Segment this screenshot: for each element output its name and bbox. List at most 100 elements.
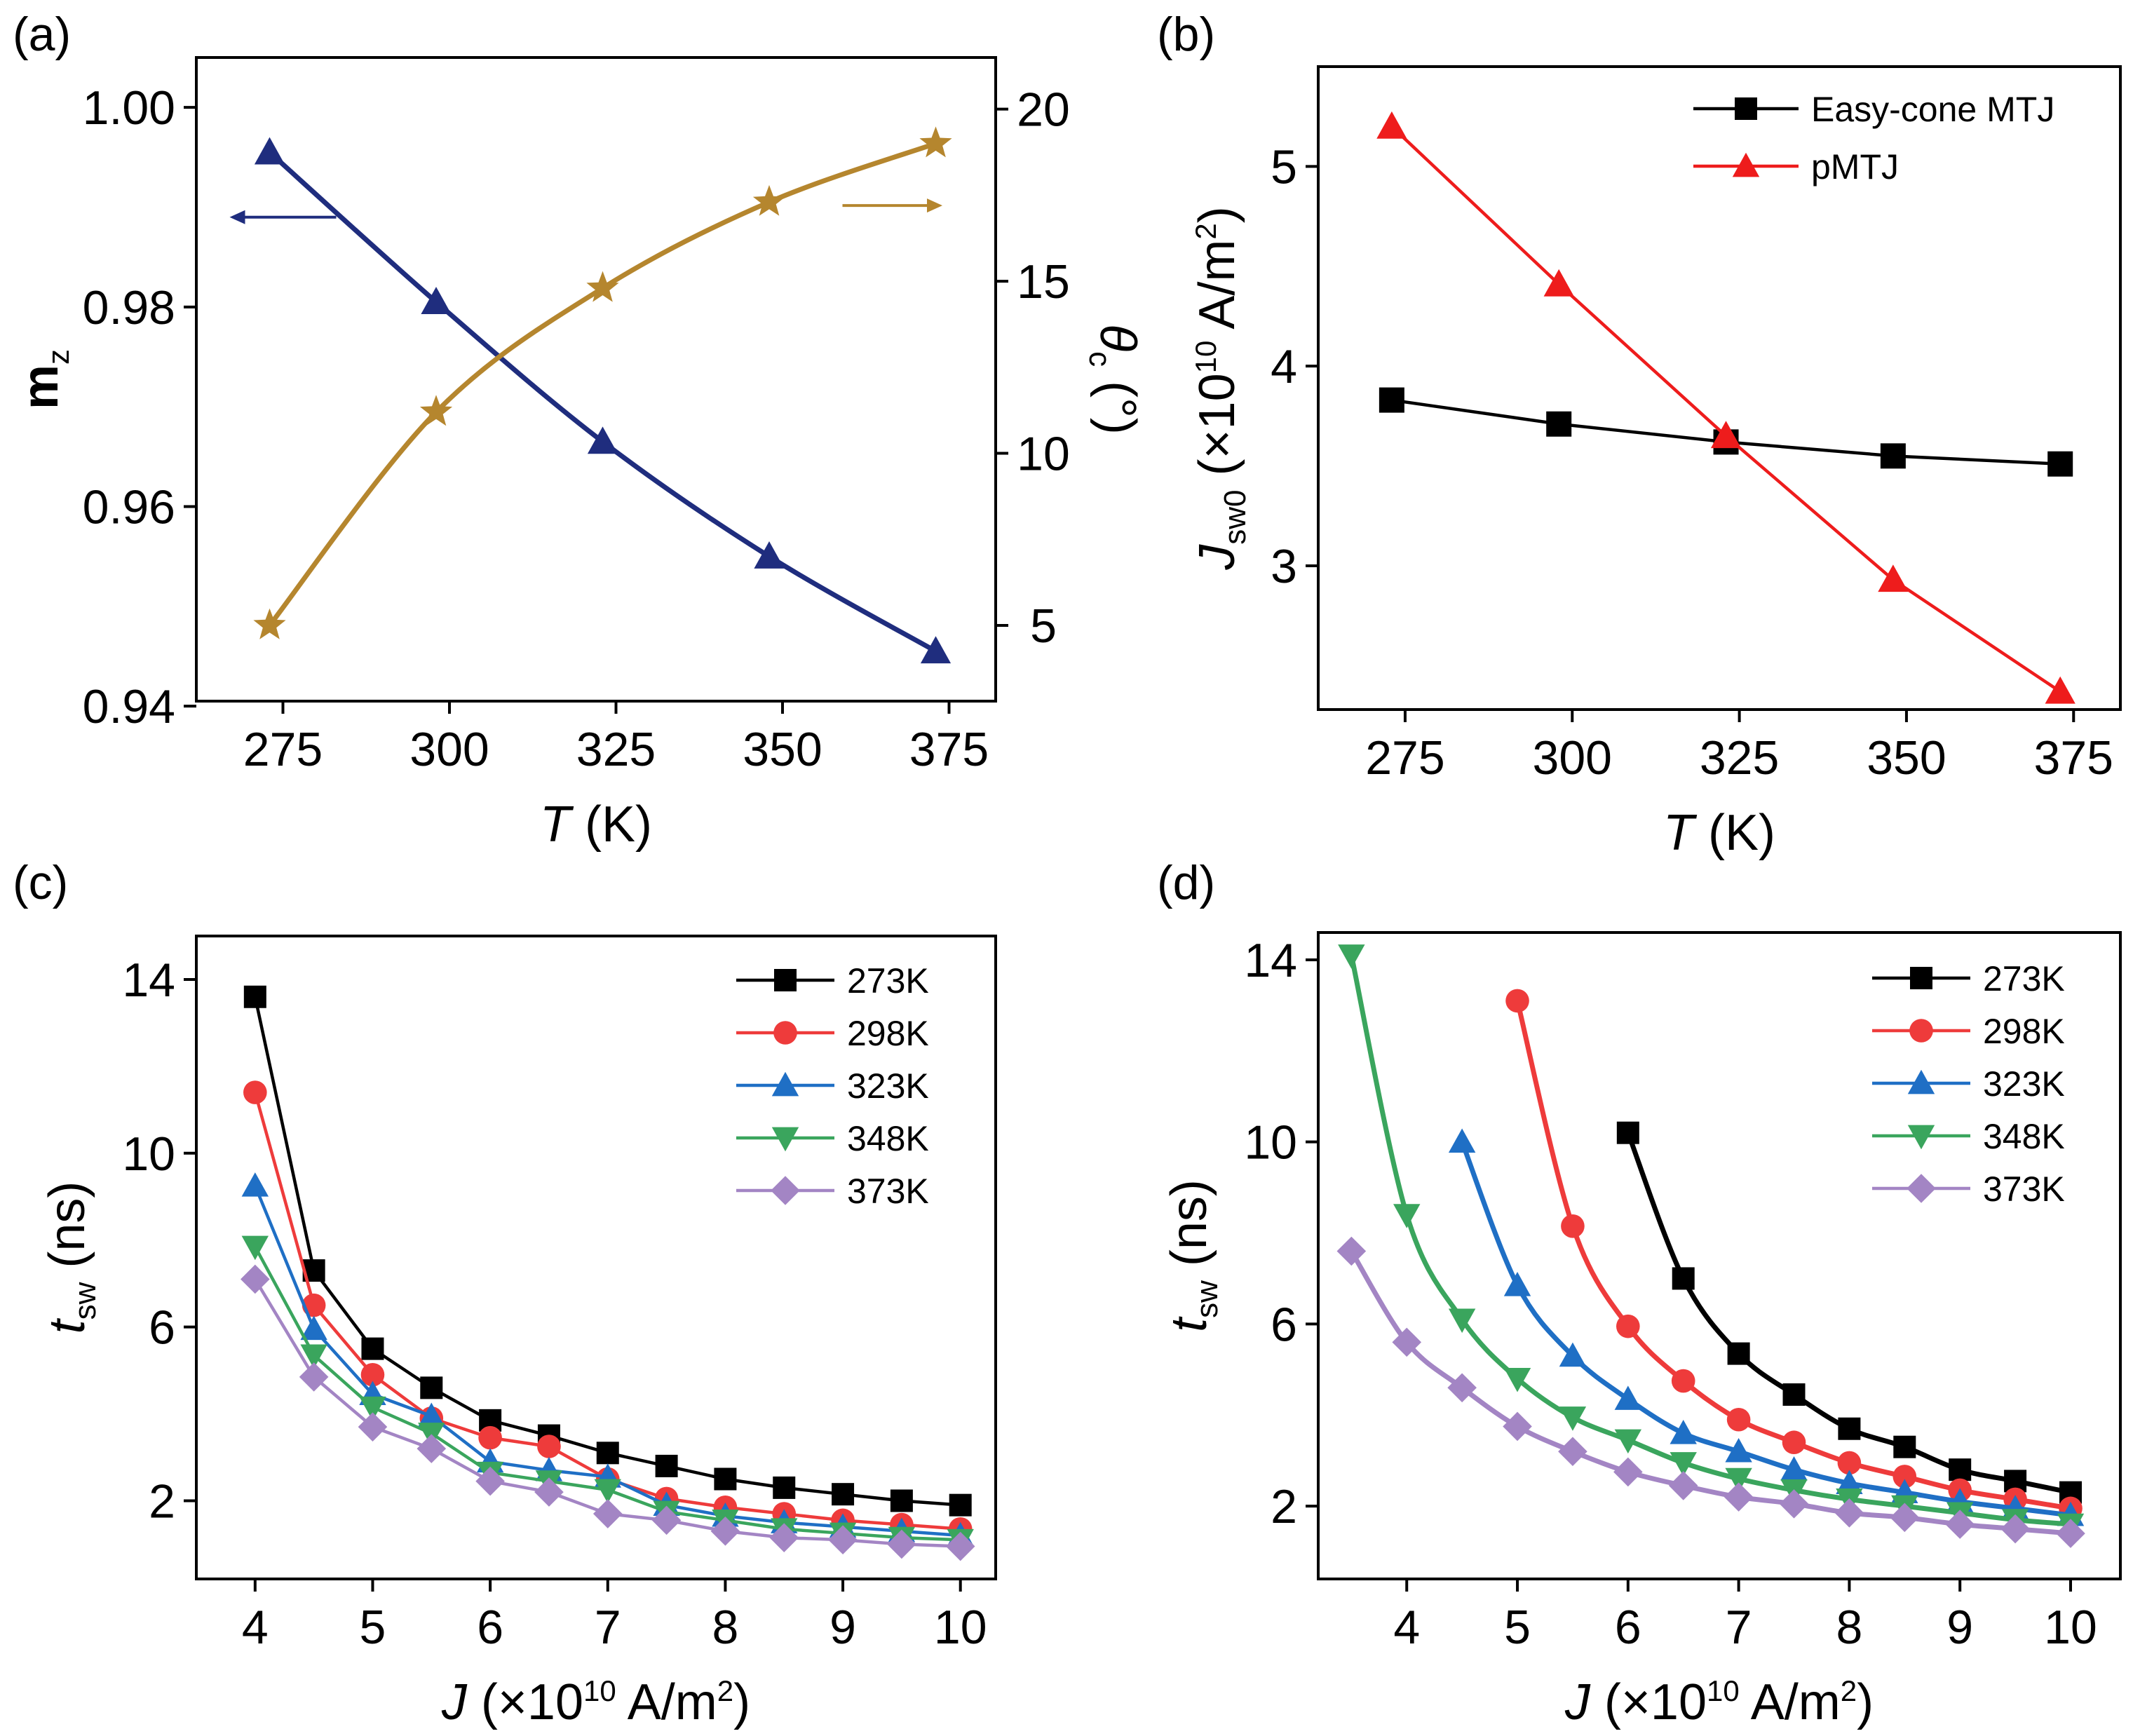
data-point bbox=[243, 1080, 267, 1104]
data-point bbox=[887, 1529, 916, 1559]
data-point bbox=[596, 1442, 619, 1465]
plot-frame bbox=[195, 935, 997, 1580]
data-point bbox=[1503, 1367, 1531, 1392]
y-tick-label: 10 bbox=[122, 1127, 175, 1181]
data-point bbox=[1779, 1489, 1809, 1519]
legend-label: 348K bbox=[847, 1119, 929, 1158]
series-mz bbox=[254, 137, 952, 664]
y-tick-label: 6 bbox=[149, 1301, 175, 1355]
y2-axis: 5 10 15 20 bbox=[996, 83, 1070, 653]
x-axis: 4 5 6 7 8 9 10 bbox=[1393, 1579, 2097, 1654]
x-tick-label: 8 bbox=[712, 1601, 738, 1654]
y-axis: 0.94 0.96 0.98 1.00 bbox=[83, 81, 196, 733]
panel-a: (a) 275 300 325 350 375 0.94 0.96 0.98 1.00 5 10 15 2… bbox=[13, 8, 1146, 853]
panel-label: (a) bbox=[13, 8, 71, 61]
legend-marker bbox=[773, 1021, 797, 1045]
data-point bbox=[1838, 1417, 1861, 1440]
series-line bbox=[1390, 125, 2061, 693]
data-point bbox=[1559, 1342, 1587, 1367]
data-point bbox=[1880, 443, 1906, 469]
y-tick-label: 14 bbox=[1244, 934, 1297, 987]
legend-entry: 373K bbox=[1872, 1169, 2065, 1209]
legend-marker bbox=[1732, 152, 1760, 177]
data-point bbox=[475, 1466, 505, 1496]
data-point bbox=[1379, 387, 1404, 413]
plot-area bbox=[1376, 111, 2076, 704]
y-axis: 3 4 5 bbox=[1271, 140, 1318, 593]
data-point bbox=[1892, 1465, 1917, 1489]
data-point bbox=[714, 1467, 737, 1491]
y2-tick-label: 10 bbox=[1017, 428, 1070, 481]
data-point bbox=[1559, 1406, 1587, 1431]
x-tick-label: 4 bbox=[242, 1601, 269, 1654]
data-point bbox=[1836, 1470, 1863, 1495]
legend-entry: 323K bbox=[736, 1066, 929, 1106]
y-tick-label: 5 bbox=[1271, 140, 1297, 194]
data-point bbox=[1448, 1128, 1476, 1153]
data-point bbox=[1837, 1451, 1862, 1475]
legend-marker bbox=[1909, 1019, 1933, 1043]
data-point bbox=[754, 541, 785, 569]
data-point bbox=[1616, 1314, 1640, 1338]
legend-marker bbox=[771, 1176, 800, 1205]
legend-entry: 298K bbox=[1872, 1012, 2065, 1051]
legend-marker bbox=[1910, 967, 1932, 989]
x-tick-label: 9 bbox=[830, 1601, 856, 1654]
data-point bbox=[1503, 1272, 1531, 1296]
x-tick-label: 375 bbox=[909, 723, 989, 776]
y-axis-label: Jsw0 (×1010 A/m2) bbox=[1189, 206, 1252, 570]
data-point bbox=[2045, 676, 2076, 704]
legend-entry: 323K bbox=[1872, 1064, 2065, 1104]
data-point bbox=[300, 1315, 327, 1341]
series-273k bbox=[243, 985, 972, 1517]
legend-entry: 273K bbox=[736, 961, 929, 1001]
y-axis: 2 6 10 14 bbox=[122, 954, 196, 1528]
legend: 273K 298K 323K 348K 373K bbox=[1872, 959, 2065, 1209]
data-point bbox=[773, 1476, 796, 1499]
series--c bbox=[253, 126, 952, 639]
data-point bbox=[241, 1264, 270, 1294]
legend-label: 298K bbox=[847, 1014, 929, 1053]
legend-marker bbox=[1907, 1125, 1935, 1150]
legend-entry: 348K bbox=[1872, 1117, 2065, 1156]
data-point bbox=[655, 1454, 678, 1477]
data-point bbox=[1671, 1369, 1695, 1393]
data-point bbox=[300, 1344, 327, 1369]
y-tick-label: 6 bbox=[1271, 1298, 1297, 1351]
legend-entry: pMTJ bbox=[1693, 147, 1899, 187]
data-point bbox=[587, 426, 618, 454]
legend-label: pMTJ bbox=[1811, 147, 1899, 187]
x-tick-label: 9 bbox=[1946, 1601, 1973, 1654]
data-point bbox=[299, 1362, 329, 1392]
plot-frame bbox=[1317, 65, 2122, 711]
x-tick-label: 350 bbox=[1867, 731, 1946, 785]
y-axis-label: tsw (ns) bbox=[1161, 1179, 1224, 1332]
data-point bbox=[1376, 111, 1407, 139]
x-tick-label: 6 bbox=[477, 1601, 503, 1654]
data-point bbox=[1672, 1267, 1695, 1290]
panel-b: (b) 275 300 325 350 375 3 4 5 T (K) Jsw0 (×1010 A/… bbox=[1157, 8, 2122, 861]
y-tick-label: 4 bbox=[1271, 340, 1297, 393]
x-tick-label: 275 bbox=[243, 723, 323, 776]
data-point bbox=[651, 1505, 682, 1535]
data-point bbox=[1890, 1503, 1920, 1533]
y2-tick-label: 15 bbox=[1017, 255, 1070, 308]
legend-marker bbox=[771, 1071, 799, 1097]
x-tick-label: 7 bbox=[595, 1601, 621, 1654]
x-axis-label: T (K) bbox=[540, 796, 652, 853]
y-tick-label: 1.00 bbox=[83, 81, 175, 135]
data-point bbox=[828, 1525, 858, 1555]
legend-label: Easy-cone MTJ bbox=[1811, 90, 2054, 129]
plot-area bbox=[253, 126, 952, 664]
legend-label: 273K bbox=[1983, 959, 2065, 998]
data-point bbox=[1613, 1457, 1643, 1487]
data-point bbox=[419, 395, 453, 426]
x-tick-label: 375 bbox=[2034, 731, 2113, 785]
data-point bbox=[1393, 1204, 1421, 1228]
y-tick-label: 2 bbox=[1271, 1480, 1297, 1533]
y2-axis-label: θc (°) bbox=[1083, 324, 1146, 435]
series-line bbox=[1348, 954, 2071, 1527]
x-tick-label: 275 bbox=[1365, 731, 1444, 785]
x-tick-label: 6 bbox=[1615, 1601, 1641, 1654]
